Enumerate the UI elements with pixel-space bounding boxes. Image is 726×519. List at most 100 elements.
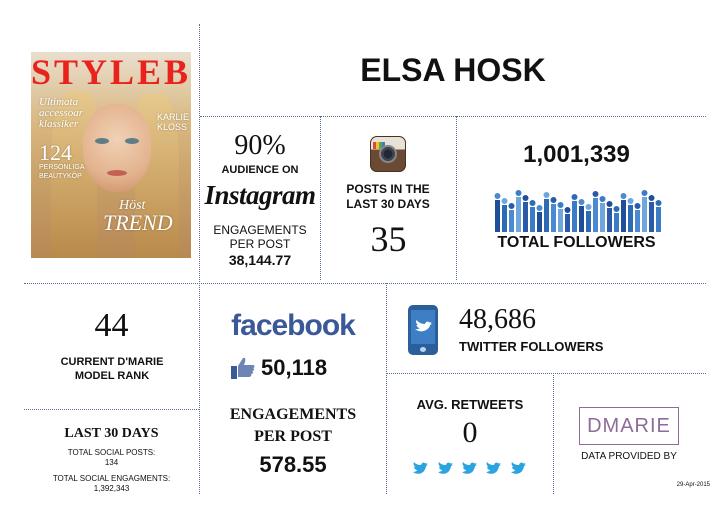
- instagram-logo: Instagram: [204, 180, 316, 210]
- divider-v-posts-left: [320, 116, 321, 280]
- cover-season-2: TREND: [103, 210, 173, 235]
- twitter-bird-icon-1: [413, 462, 429, 474]
- cover-lips: [107, 170, 127, 176]
- phone-home-button: [420, 347, 426, 352]
- crowd-figure-body: [523, 202, 528, 232]
- cover-eye-right: [125, 138, 139, 144]
- facebook-engagements-label: ENGAGEMENTS PER POST: [229, 406, 357, 445]
- last30-posts-value: 134: [104, 458, 119, 467]
- divider-v-retweet-right: [553, 373, 554, 494]
- crowd-figure-body: [635, 210, 640, 232]
- divider-v-left: [199, 24, 200, 494]
- cover-masthead: STYLEBY: [31, 52, 191, 92]
- crowd-figure-head: [648, 195, 655, 201]
- crowd-figure-body: [579, 206, 584, 232]
- twitter-birds-row: [387, 462, 553, 481]
- crowd-figure-body: [607, 208, 612, 232]
- thumb-cuff: [231, 366, 237, 379]
- divider-h-header: [200, 116, 706, 117]
- crowd-figure-head: [655, 200, 662, 206]
- magazine-cover-image: STYLEBY Ultimata accessoar klassiker 124…: [31, 52, 191, 258]
- last30-engagements-label: TOTAL SOCIAL ENGAGMENTS:: [52, 474, 171, 483]
- phone-screen: [411, 310, 435, 344]
- crowd-figure-head: [543, 192, 550, 198]
- facebook-likes: 50,118: [261, 355, 328, 380]
- crowd-figure-body: [628, 205, 633, 232]
- total-followers-label: TOTAL FOLLOWERS: [497, 234, 656, 251]
- ig-lens: [379, 145, 397, 163]
- divider-h-middle: [24, 283, 706, 284]
- ig-stripe-red: [373, 142, 376, 149]
- crowd-figure-head: [627, 198, 634, 204]
- crowd-figure-body: [621, 200, 626, 232]
- cover-count: 124: [39, 140, 72, 165]
- crowd-figure-body: [544, 199, 549, 232]
- instagram-audience-percent: 90%: [234, 130, 286, 161]
- crowd-figure-body: [502, 205, 507, 232]
- twitter-followers-value: 48,686: [459, 304, 536, 335]
- crowd-figure-head: [564, 207, 571, 213]
- dmarie-logo: DMARIE: [579, 407, 679, 445]
- crowd-figure-body: [516, 197, 521, 232]
- crowd-figure-head: [606, 201, 613, 207]
- cover-side-2: KLOSS: [157, 122, 188, 132]
- cover-count-label-2: BEAUTYKÖP: [39, 173, 82, 180]
- crowd-figure-body: [537, 212, 542, 232]
- twitter-bird-icon-2: [437, 462, 453, 474]
- avg-retweets-label: AVG. RETWEETS: [416, 397, 524, 412]
- ig-stripe-yellow: [376, 142, 379, 149]
- twitter-bird-icon-4: [486, 462, 502, 474]
- cover-headline-3: klassiker: [39, 118, 79, 130]
- instagram-engagements-label: ENGAGEMENTS PER POST: [213, 223, 307, 251]
- crowd-figure-body: [530, 207, 535, 232]
- followers-crowd-graphic: [494, 190, 662, 232]
- thumb-hand: [238, 357, 255, 377]
- crowd-figure-body: [593, 198, 598, 232]
- crowd-figure-head: [508, 203, 515, 209]
- instagram-camera-icon: [370, 136, 406, 172]
- last30-title: LAST 30 DAYS: [64, 426, 159, 441]
- crowd-figure-body: [565, 214, 570, 232]
- crowd-figure-body: [572, 201, 577, 232]
- facebook-logo: facebook: [231, 309, 356, 342]
- cover-headline-1: Ultimata: [39, 96, 79, 108]
- model-rank-label: CURRENT D'MARIE MODEL RANK: [60, 356, 164, 382]
- crowd-figure-head: [571, 194, 578, 200]
- crowd-figure-body: [649, 202, 654, 232]
- twitter-bird-icon-5: [510, 462, 526, 474]
- crowd-figure-body: [600, 203, 605, 232]
- facebook-engagements-value: 578.55: [259, 452, 327, 477]
- cover-face: [83, 104, 151, 192]
- crowd-figure-head: [620, 193, 627, 199]
- crowd-figure-head: [592, 191, 599, 197]
- crowd-figure-body: [656, 207, 661, 232]
- crowd-figure-head: [536, 205, 543, 211]
- crowd-figure-head: [613, 206, 620, 212]
- twitter-bird-icon: [415, 320, 432, 332]
- divider-h-rank: [24, 409, 199, 410]
- ig-stripe-green: [379, 142, 382, 149]
- crowd-figure-head: [529, 200, 536, 206]
- crowd-figure-head: [515, 190, 522, 196]
- crowd-figure-body: [614, 213, 619, 232]
- page-title: ELSA HOSK: [360, 52, 546, 88]
- twitter-bird-icon-3: [462, 462, 477, 474]
- last30-posts-label: TOTAL SOCIAL POSTS:: [67, 448, 156, 457]
- thumbs-up-icon: [231, 357, 255, 379]
- cover-side-1: KARLIE: [157, 112, 190, 122]
- divider-v-posts-right: [456, 116, 457, 280]
- twitter-followers-label: TWITTER FOLLOWERS: [459, 339, 604, 354]
- crowd-figure-head: [641, 190, 648, 196]
- twitter-phone-icon: [408, 305, 438, 355]
- crowd-figure-body: [558, 209, 563, 232]
- data-provided-label: DATA PROVIDED BY: [581, 451, 677, 462]
- crowd-figure-head: [494, 193, 501, 199]
- instagram-engagements-value: 38,144.77: [228, 252, 292, 268]
- crowd-figure-body: [509, 210, 514, 232]
- last30-engagements-value: 1,392,343: [93, 484, 130, 493]
- crowd-figure-head: [634, 203, 641, 209]
- crowd-figure-head: [550, 197, 557, 203]
- crowd-figure-body: [495, 200, 500, 232]
- crowd-figure-head: [522, 195, 529, 201]
- model-rank-value: 44: [94, 307, 129, 344]
